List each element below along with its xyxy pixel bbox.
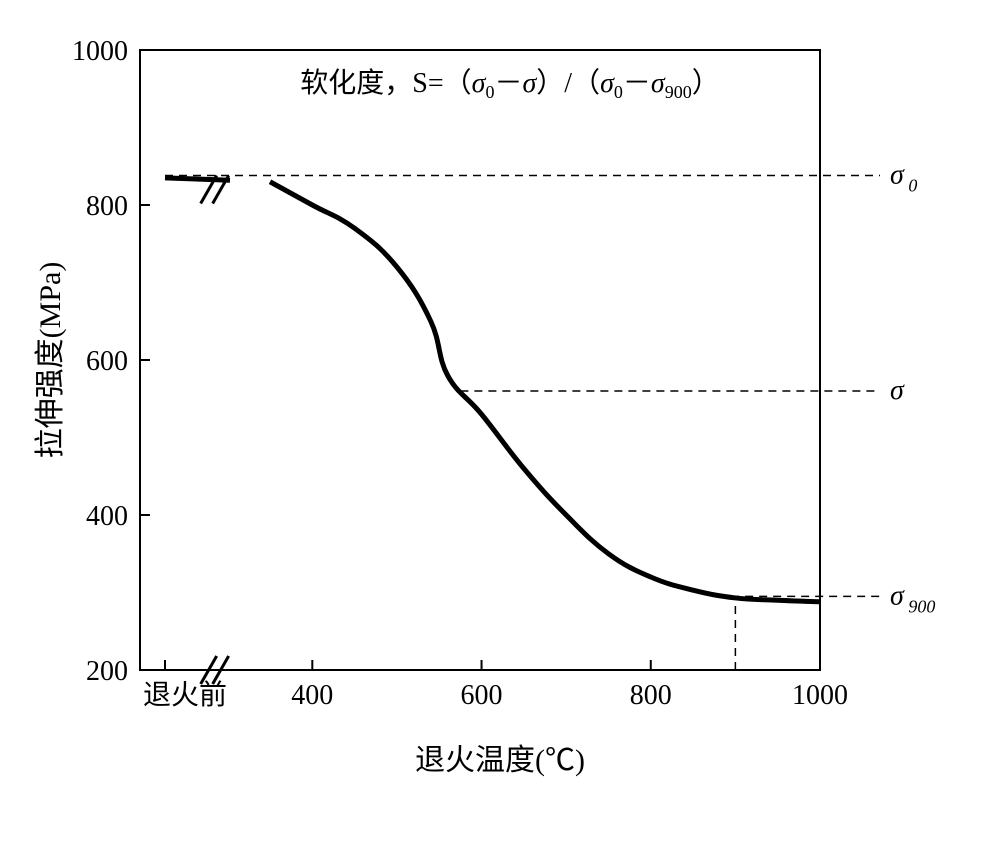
y-tick-label: 400 [86, 501, 128, 532]
y-axis-title: 拉伸强度(MPa) [34, 262, 67, 459]
y-tick-label: 200 [86, 656, 128, 687]
reference-label: σ 900 [890, 580, 935, 616]
x-tick-label: 400 [291, 680, 333, 711]
y-tick-label: 1000 [72, 36, 128, 67]
reference-label: σ [890, 375, 905, 406]
x-tick-label: 800 [630, 680, 672, 711]
x-tick-label: 1000 [792, 680, 848, 711]
reference-label: σ 0 [890, 160, 917, 196]
y-tick-label: 600 [86, 346, 128, 377]
chart-container: 2004006008001000拉伸强度(MPa)退火前400600800100… [20, 20, 980, 827]
x-tick-label: 600 [461, 680, 503, 711]
formula-text: 软化度，S=（σ0－σ）/（σ0－σ900） [300, 67, 719, 102]
chart-svg: 2004006008001000拉伸强度(MPa)退火前400600800100… [20, 20, 980, 827]
x-axis-title: 退火温度(℃) [415, 744, 585, 777]
y-tick-label: 800 [86, 191, 128, 222]
data-curve [165, 178, 820, 602]
plot-border [140, 50, 820, 670]
